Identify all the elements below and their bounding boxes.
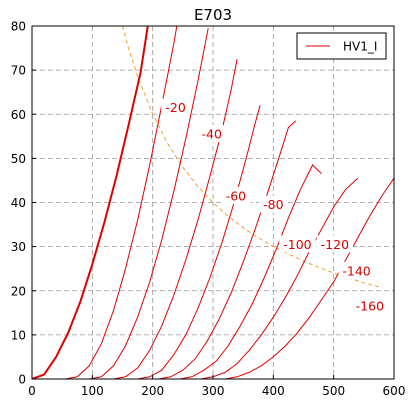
curve-label: -120 (321, 237, 349, 252)
y-tick-label: 50 (11, 152, 26, 166)
legend-box (296, 32, 387, 60)
x-tick-label: 400 (262, 384, 285, 398)
curve-label: -80 (263, 197, 283, 212)
x-tick-label: 300 (202, 384, 225, 398)
y-tick-label: 0 (18, 373, 26, 387)
chart-title: E703 (194, 6, 232, 24)
y-tick-label: 40 (11, 196, 26, 210)
curve-label-bg (258, 195, 288, 213)
legend: HV1_I (296, 32, 387, 60)
curve-label-bg (338, 261, 375, 279)
y-tick-label: 70 (11, 64, 26, 78)
plot-curves (32, 26, 394, 379)
curve-label-bg (161, 98, 190, 116)
power-limit-curve (122, 26, 383, 289)
x-tick-label: 600 (383, 384, 406, 398)
plate-curve-m160 (225, 177, 394, 379)
y-tick-label: 20 (11, 284, 26, 298)
curve-label-bg (316, 235, 354, 253)
x-tick-label: 200 (141, 384, 164, 398)
curve-label: -60 (226, 188, 246, 203)
y-tick-label: 30 (11, 240, 26, 254)
y-tick-label: 80 (11, 20, 26, 34)
plate-curve-m60 (113, 59, 238, 379)
plate-curve-m120 (179, 164, 322, 379)
plate-curve-m80 (137, 105, 261, 379)
plate-curve-0v (32, 26, 149, 379)
curve-label-bg (351, 297, 389, 315)
x-tick-label: 100 (81, 384, 104, 398)
y-tick-label: 10 (11, 328, 26, 342)
curve-label: -20 (165, 100, 185, 115)
plate-curve-m140 (200, 177, 359, 379)
curve-label-bg (197, 125, 227, 143)
y-tick-label: 60 (11, 108, 26, 122)
curve-label: -140 (342, 263, 370, 278)
plate-curve-m40 (89, 28, 209, 379)
x-tick-label: 0 (28, 384, 36, 398)
curve-label-bg (221, 186, 251, 204)
plate-curve-m20 (65, 26, 178, 379)
x-tick-label: 500 (322, 384, 345, 398)
curve-labels: -20 -40 -60 -80 -100 -120 -140 -160 (161, 98, 389, 315)
legend-entry-label: HV1_I (343, 40, 377, 54)
curve-label: -100 (283, 237, 311, 252)
plate-curve-m100 (158, 120, 297, 379)
curve-label-bg (279, 235, 316, 253)
curve-label: -40 (202, 127, 222, 142)
axis-ticks: 0 100 200 300 400 500 600 0 10 20 30 40 50 60 70 80 (11, 20, 406, 399)
curve-label: -160 (356, 299, 384, 314)
